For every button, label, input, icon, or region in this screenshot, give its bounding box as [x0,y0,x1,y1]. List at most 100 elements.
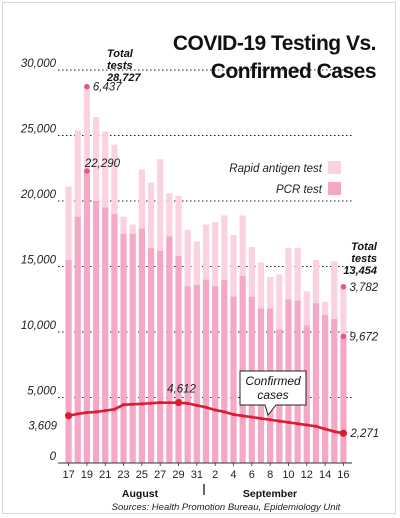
cases-point [76,412,80,416]
bar-rapid-antigen [129,224,136,234]
chart-title-line1: COVID-19 Testing Vs. [173,32,376,55]
cases-marker-peak [174,398,183,407]
bar-rapid-antigen [230,235,237,297]
bar-pcr [212,286,219,463]
cases-point [131,402,135,406]
bar-rapid-antigen [239,215,246,276]
month-label-september: September [243,488,297,500]
legend-swatch-antigen [328,161,341,174]
bar-rapid-antigen [138,169,145,229]
y-tick-label: 5,000 [27,386,56,398]
bar-pcr [321,314,329,463]
confirmed-cases-line [64,398,348,437]
cases-peak-label: 4,612 [167,384,196,396]
total-tests-label-first: Total [107,48,134,60]
x-tick-label: 14 [319,469,331,481]
total-tests-label-first: tests [107,60,133,72]
bar-rapid-antigen [312,259,320,304]
cases-end-label: 2,271 [349,428,379,440]
last-antigen-label: 3,782 [349,282,378,294]
bar-rapid-antigen [276,274,283,330]
x-tick-label: 2 [212,469,218,481]
bar-pcr [312,303,320,463]
bar-pcr [303,325,310,463]
cases-point [296,422,300,426]
x-tick-label: 25 [136,469,148,481]
x-tick-label: 21 [99,469,111,481]
marker-antigen-peak [84,83,90,90]
pcr-peak-label: 22,290 [84,158,121,170]
x-tick-label: 27 [154,469,166,481]
bar-rapid-antigen [285,248,292,300]
bar-rapid-antigen [166,193,173,237]
marker-last-antigen [340,283,347,290]
bar-rapid-antigen [175,195,182,257]
bar-pcr [65,259,72,463]
cases-start-label: 3,609 [28,421,57,433]
bar-pcr [129,233,136,463]
bar-rapid-antigen [248,246,255,297]
cases-point [204,405,208,409]
total-tests-label-last: Total [351,241,378,253]
antigen-peak-label: 6,437 [93,82,122,94]
bar-rapid-antigen [74,130,81,217]
cases-point [314,424,318,428]
cases-point [241,414,245,418]
bar-pcr [340,336,347,463]
bar-rapid-antigen [257,262,265,309]
cases-point [259,416,263,421]
x-tick-label: 23 [117,469,129,481]
bar-rapid-antigen [212,221,219,287]
axes [58,462,352,495]
bar-rapid-antigen [202,224,210,280]
cases-point [121,403,126,407]
x-tick-label: 29 [172,469,184,481]
bar-pcr [111,214,118,463]
legend-label-antigen: Rapid antigen test [229,163,323,175]
x-tick-label: 6 [249,469,255,481]
y-tick-label: 0 [50,451,57,463]
marker-last-pcr [340,333,347,340]
cases-point [231,412,236,417]
bar-pcr [221,279,228,463]
bar-rapid-antigen [294,248,301,301]
cases-point [94,410,98,414]
x-tick-label: 8 [267,469,273,481]
bar-pcr [138,228,145,463]
bar-pcr [147,248,155,463]
bar-pcr [166,236,173,463]
cases-point [186,401,190,405]
bar-pcr [331,318,338,463]
bar-rapid-antigen [331,261,338,319]
x-tick-label: 17 [62,469,74,481]
cases-marker-start [64,412,73,420]
month-label-august: August [122,488,159,500]
total-tests-value-first: 28,727 [106,72,142,84]
bar-rapid-antigen [321,301,329,315]
x-tick-label: 4 [230,469,236,481]
cases-point [213,408,217,412]
y-tick-label: 15,000 [21,255,57,267]
bar-rapid-antigen [147,182,155,249]
bar-rapid-antigen [120,216,127,234]
cases-callout-text: Confirmed [245,374,301,388]
cases-callout-box [239,370,307,417]
bar-rapid-antigen [83,86,91,172]
bar-rapid-antigen [111,144,118,215]
bar-rapid-antigen [221,215,228,280]
labels: 0 5,000 10,000 15,000 20,000 25,000 30,000 17 19… [20,32,379,513]
bar-pcr [74,216,81,463]
x-tick-label: 19 [81,469,93,481]
x-tick-label: 16 [337,469,349,481]
bar-pcr [83,171,91,463]
bar-rapid-antigen [102,131,109,208]
bar-pcr [202,279,210,463]
cases-point [167,401,171,405]
bar-pcr [230,296,237,463]
cases-point [195,403,199,407]
y-tick-label: 25,000 [20,124,57,136]
cases-point [158,400,162,405]
cases-point [277,419,281,423]
bar-rapid-antigen [303,291,310,326]
